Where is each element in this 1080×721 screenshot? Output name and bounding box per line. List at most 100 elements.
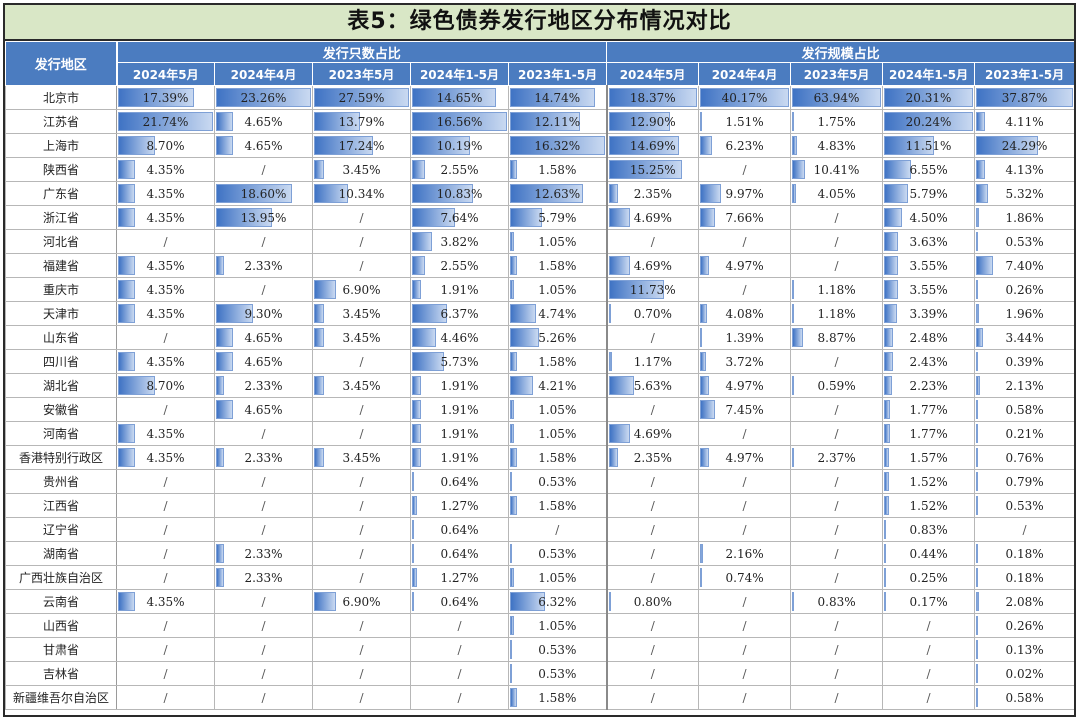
- scale-share-cell: 4.08%: [698, 301, 792, 326]
- count-share-value: 4.35%: [146, 210, 185, 225]
- count-share-cell: 16.56%: [410, 109, 509, 134]
- scale-share-value: /: [742, 426, 747, 441]
- scale-share-value: 1.52%: [909, 474, 948, 489]
- scale-share-value: 4.97%: [725, 258, 764, 273]
- scale-share-value: 5.63%: [633, 378, 672, 393]
- count-share-value: 0.64%: [440, 522, 479, 537]
- scale-share-cell: 7.45%: [698, 397, 792, 422]
- scale-share-group-header: 发行规模占比: [606, 41, 1074, 63]
- count-share-value: 4.35%: [146, 162, 185, 177]
- data-bar: [884, 544, 887, 563]
- count-share-value: /: [163, 498, 168, 513]
- scale-share-value: 0.21%: [1005, 426, 1044, 441]
- count-share-value: /: [261, 234, 266, 249]
- count-share-value: 0.64%: [440, 474, 479, 489]
- scale-share-value: 1.96%: [1005, 306, 1044, 321]
- scale-share-value: /: [742, 594, 747, 609]
- scale-share-cell: /: [974, 517, 1074, 542]
- scale-share-value: 6.23%: [725, 138, 764, 153]
- count-share-cell: /: [507, 517, 608, 542]
- scale-share-cell: 2.37%: [790, 445, 884, 470]
- scale-share-value: 1.18%: [817, 306, 856, 321]
- scale-share-cell: 1.52%: [882, 493, 976, 518]
- data-bar: [412, 88, 496, 107]
- scale-share-value: /: [650, 570, 655, 585]
- count-share-value: /: [359, 210, 364, 225]
- data-bar: [314, 184, 349, 203]
- count-share-value: 4.35%: [146, 450, 185, 465]
- data-bar: [510, 256, 518, 275]
- scale-share-cell: 0.76%: [974, 445, 1074, 470]
- table-row: 新疆维吾尔自治区 / / / / 1.58% / / / / 0.58%: [5, 685, 1074, 710]
- table-row: 山东省 / 4.65% 3.45% 4.46% 5.26% / 1.39% 8.87% 2.48%…: [5, 325, 1074, 350]
- data-bar: [412, 136, 470, 155]
- data-bar: [510, 184, 583, 203]
- scale-share-value: /: [834, 690, 839, 705]
- count-share-cell: 0.64%: [410, 469, 509, 494]
- count-share-cell: 14.65%: [410, 85, 509, 110]
- scale-share-cell: 2.43%: [882, 349, 976, 374]
- scale-share-cell: /: [698, 613, 792, 638]
- count-share-value: /: [163, 546, 168, 561]
- scale-share-cell: 6.55%: [882, 157, 976, 182]
- count-share-value: /: [359, 402, 364, 417]
- count-share-cell: /: [312, 421, 411, 446]
- scale-share-value: 12.90%: [629, 114, 676, 129]
- region-cell: 上海市: [5, 133, 117, 158]
- data-bar: [118, 448, 136, 467]
- scale-share-value: /: [834, 642, 839, 657]
- table-row: 北京市 17.39% 23.26% 27.59% 14.65% 14.74% 18.37% 4…: [5, 85, 1074, 110]
- count-share-cell: 4.35%: [116, 205, 215, 230]
- scale-share-cell: 1.17%: [605, 349, 700, 374]
- scale-share-cell: 0.13%: [974, 637, 1074, 662]
- data-bar: [412, 568, 418, 587]
- scale-share-cell: /: [790, 229, 884, 254]
- scale-share-cell: 0.53%: [974, 493, 1074, 518]
- count-share-value: 3.45%: [342, 162, 381, 177]
- data-bar: [118, 424, 136, 443]
- count-share-cell: 13.79%: [312, 109, 411, 134]
- scale-share-value: 8.87%: [817, 330, 856, 345]
- count-share-cell: 6.90%: [312, 589, 411, 614]
- scale-share-value: /: [834, 666, 839, 681]
- data-bar: [510, 448, 518, 467]
- count-share-value: 8.70%: [146, 138, 185, 153]
- scale-share-cell: 24.29%: [974, 133, 1074, 158]
- scale-share-cell: 2.23%: [882, 373, 976, 398]
- scale-share-cell: /: [882, 637, 976, 662]
- count-share-cell: /: [214, 517, 313, 542]
- count-share-cell: /: [410, 637, 509, 662]
- count-share-cell: /: [312, 493, 411, 518]
- count-share-cell: 1.58%: [507, 445, 608, 470]
- count-share-value: 1.91%: [440, 402, 479, 417]
- scale-share-cell: 1.75%: [790, 109, 884, 134]
- scale-share-value: 0.02%: [1005, 666, 1044, 681]
- data-bar: [976, 448, 979, 467]
- scale-share-cell: /: [790, 349, 884, 374]
- count-share-cell: 1.58%: [507, 349, 608, 374]
- count-share-cell: /: [116, 541, 215, 566]
- data-bar: [792, 448, 795, 467]
- count-share-cell: 6.32%: [507, 589, 608, 614]
- data-bar: [314, 376, 325, 395]
- count-share-value: 14.74%: [534, 90, 581, 105]
- scale-share-value: 24.29%: [1001, 138, 1048, 153]
- count-share-cell: /: [116, 517, 215, 542]
- report-table-frame: 表5：绿色债券发行地区分布情况对比 发行地区 发行只数占比 发行规模占比 202…: [3, 3, 1076, 717]
- region-cell: 湖北省: [5, 373, 117, 398]
- data-bar: [510, 328, 540, 347]
- count-share-value: /: [359, 474, 364, 489]
- count-share-value: 2.33%: [244, 570, 283, 585]
- scale-share-cell: 3.72%: [698, 349, 792, 374]
- table-row: 四川省 4.35% 4.65% / 5.73% 1.58% 1.17% 3.72% / 2.43%…: [5, 349, 1074, 374]
- data-bar: [412, 184, 474, 203]
- data-bar: [118, 304, 136, 323]
- data-bar: [510, 568, 515, 587]
- count-share-cell: 1.05%: [507, 277, 608, 302]
- data-bar: [700, 208, 716, 227]
- scale-share-value: 2.13%: [1005, 378, 1044, 393]
- count-share-value: /: [163, 330, 168, 345]
- data-bar: [884, 136, 934, 155]
- count-share-value: 4.65%: [244, 138, 283, 153]
- data-bar: [976, 88, 1074, 107]
